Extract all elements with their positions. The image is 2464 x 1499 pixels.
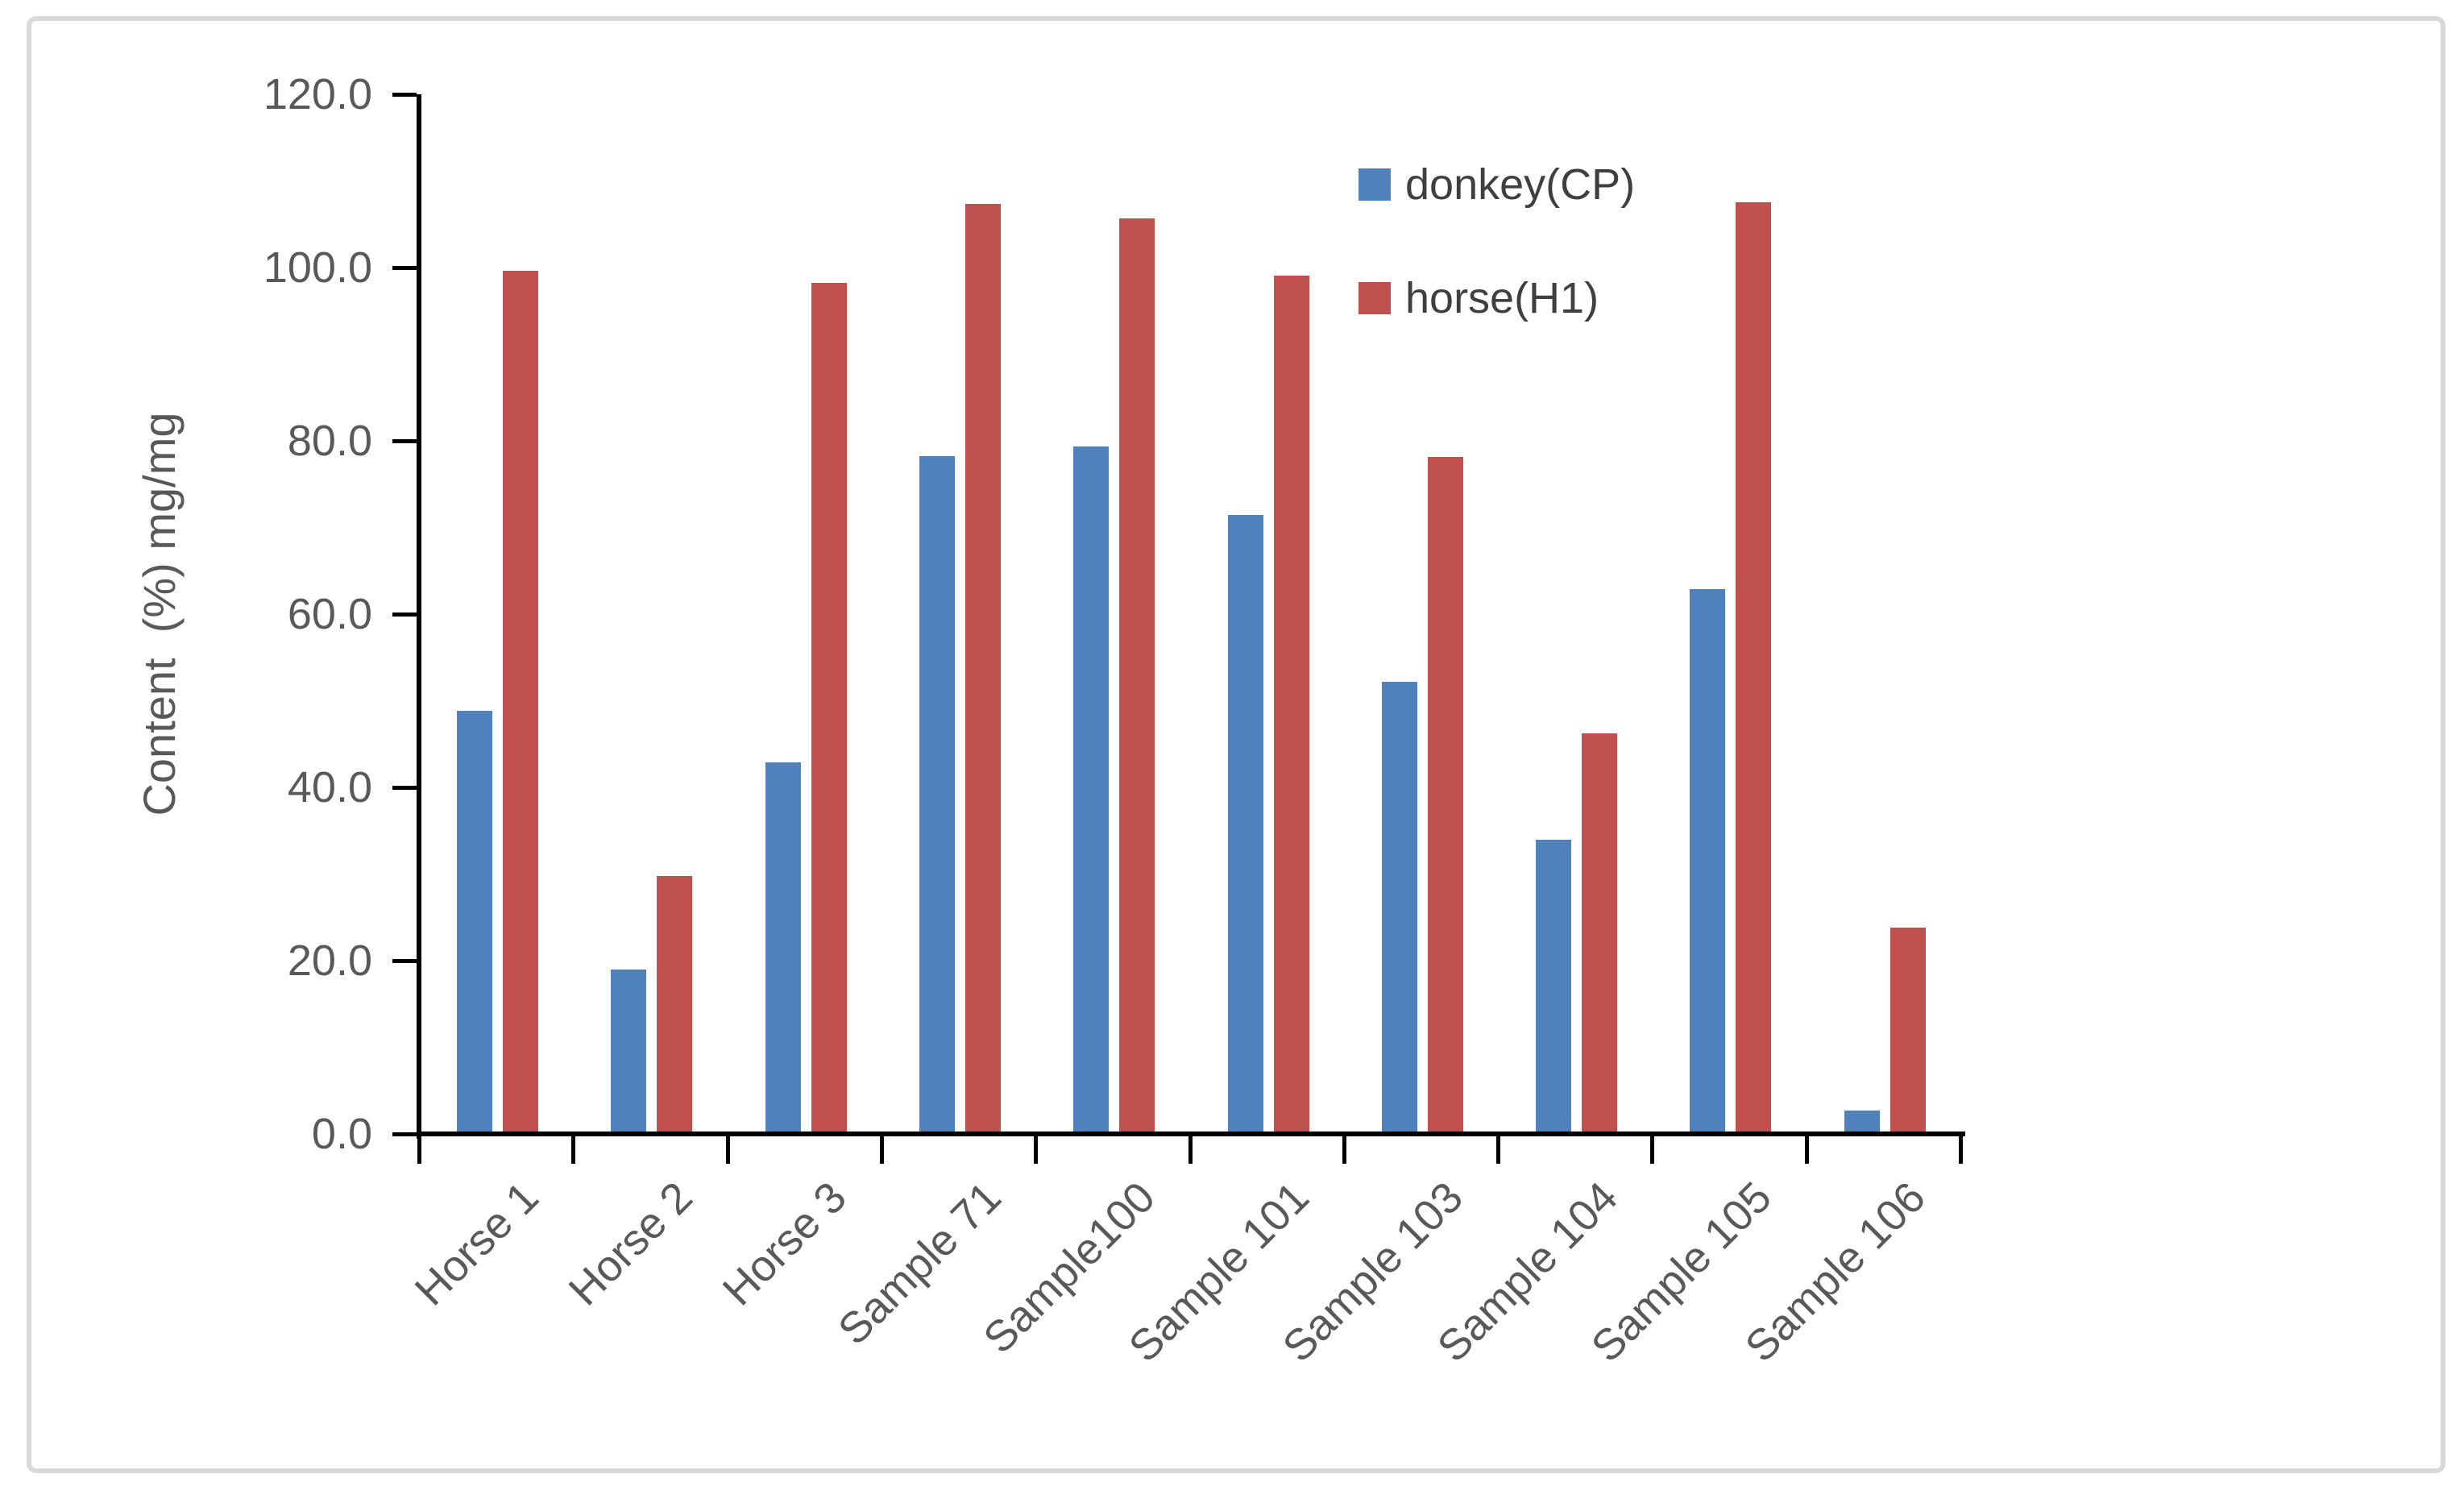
bar-donkey-cp-sample-101 [1228, 515, 1263, 1136]
bar-horse-h1-sample-106 [1890, 928, 1926, 1136]
y-tick-label: 0.0 [311, 1110, 372, 1158]
x-tick-5 [1188, 1132, 1193, 1164]
bar-donkey-cp-sample-104 [1536, 840, 1571, 1136]
bar-horse-h1-horse-3 [811, 283, 847, 1136]
x-tick-10 [1959, 1132, 1963, 1164]
y-tick-label: 100.0 [263, 243, 372, 292]
y-tick-120.0 [392, 93, 417, 97]
bar-donkey-cp-sample-105 [1690, 589, 1725, 1135]
y-tick-label: 20.0 [287, 936, 372, 985]
x-category-label-anchor: Sample 106 [1337, 1173, 1935, 1371]
legend-swatch-donkey-cp-icon [1359, 168, 1391, 201]
bar-horse-h1-sample-104 [1582, 733, 1617, 1136]
bar-horse-h1-sample-101 [1274, 276, 1309, 1135]
bar-donkey-cp-sample100 [1073, 446, 1109, 1136]
bar-donkey-cp-sample-103 [1382, 682, 1417, 1135]
x-tick-4 [1034, 1132, 1038, 1164]
legend-swatch-horse-h1-icon [1359, 282, 1391, 314]
x-category-label: Sample 106 [1736, 1173, 1935, 1372]
bar-horse-h1-sample-103 [1428, 457, 1463, 1136]
y-tick-80.0 [392, 439, 417, 443]
bar-horse-h1-sample-105 [1736, 202, 1771, 1136]
legend-label: donkey(CP) [1405, 160, 1636, 209]
y-tick-20.0 [392, 959, 417, 963]
bar-donkey-cp-horse-3 [765, 762, 801, 1135]
bar-horse-h1-horse-2 [657, 876, 692, 1135]
bar-donkey-cp-horse-1 [457, 711, 492, 1136]
legend: donkey(CP) horse(H1) [1359, 163, 1635, 320]
bar-horse-h1-horse-1 [503, 271, 538, 1136]
legend-item-donkey-cp: donkey(CP) [1359, 163, 1635, 206]
x-tick-1 [571, 1132, 575, 1164]
x-tick-8 [1650, 1132, 1654, 1164]
x-tick-7 [1496, 1132, 1500, 1164]
y-tick-label: 120.0 [263, 70, 372, 118]
y-axis-line [417, 94, 421, 1139]
y-tick-label: 40.0 [287, 763, 372, 812]
legend-label: horse(H1) [1405, 274, 1599, 322]
y-tick-label: 60.0 [287, 590, 372, 638]
bar-donkey-cp-horse-2 [611, 970, 646, 1135]
x-tick-3 [880, 1132, 884, 1164]
x-axis-line [417, 1132, 1965, 1136]
y-tick-40.0 [392, 786, 417, 790]
bar-horse-h1-sample-71 [965, 204, 1001, 1136]
bar-horse-h1-sample100 [1119, 218, 1155, 1135]
y-tick-label: 80.0 [287, 417, 372, 465]
x-tick-0 [417, 1132, 421, 1164]
x-tick-9 [1805, 1132, 1809, 1164]
y-tick-60.0 [392, 612, 417, 617]
legend-item-horse-h1: horse(H1) [1359, 276, 1635, 320]
x-tick-2 [726, 1132, 730, 1164]
bar-donkey-cp-sample-106 [1844, 1111, 1880, 1135]
y-tick-0.0 [392, 1132, 417, 1136]
x-tick-6 [1342, 1132, 1346, 1164]
y-tick-100.0 [392, 266, 417, 270]
bar-donkey-cp-sample-71 [919, 456, 955, 1136]
